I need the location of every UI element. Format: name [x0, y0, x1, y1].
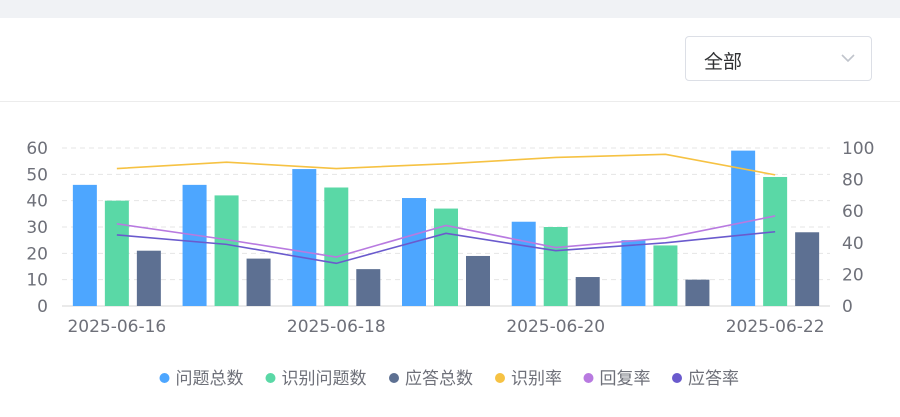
legend-marker — [159, 373, 170, 383]
bar — [324, 187, 349, 306]
legend-label: 应答率 — [688, 369, 739, 389]
y-left-tick-label: 20 — [26, 244, 48, 264]
x-tick-label: 2025-06-22 — [726, 317, 825, 337]
bar — [104, 200, 129, 306]
bar — [731, 150, 756, 306]
bar — [402, 198, 426, 306]
bar — [182, 184, 207, 306]
chart-card: 全部 0 10 20 30 40 50 60 0 20 40 60 80 100 2025-06-16 20… — [0, 18, 900, 417]
bar — [246, 258, 271, 306]
bar — [214, 195, 239, 306]
bar — [543, 227, 568, 306]
y-left-tick-label: 50 — [26, 165, 48, 185]
y-left-tick-label: 0 — [37, 297, 48, 317]
y-right-tick-label: 80 — [842, 171, 864, 191]
legend-label: 问题总数 — [176, 369, 244, 389]
x-tick-label: 2025-06-20 — [506, 317, 605, 337]
bar — [511, 221, 536, 306]
y-right-tick-label: 60 — [842, 202, 864, 222]
bar — [685, 279, 710, 306]
legend-label: 识别问题数 — [282, 369, 367, 389]
y-right-tick-label: 20 — [842, 265, 864, 285]
legend-marker — [495, 373, 505, 383]
card-header: 全部 — [0, 18, 900, 102]
bar — [292, 169, 317, 306]
y-right-tick-label: 100 — [842, 139, 874, 159]
x-tick-label: 2025-06-18 — [287, 317, 386, 337]
legend-marker — [583, 373, 594, 383]
legend-label: 应答总数 — [405, 369, 473, 389]
range-select-value: 全部 — [704, 51, 743, 73]
legend-marker — [389, 373, 399, 383]
bar — [136, 250, 161, 306]
y-left-tick-label: 30 — [26, 218, 48, 238]
bar — [763, 176, 788, 306]
chevron-down-icon — [841, 54, 855, 63]
bar — [434, 208, 458, 306]
bar — [795, 232, 820, 306]
bar — [466, 255, 490, 306]
y-left-tick-label: 40 — [26, 192, 48, 212]
x-tick-label: 2025-06-16 — [67, 317, 166, 337]
legend-label: 回复率 — [600, 369, 651, 389]
y-left-tick-label: 60 — [26, 139, 48, 159]
range-select[interactable]: 全部 — [685, 36, 872, 81]
combo-chart: 0 10 20 30 40 50 60 0 20 40 60 80 100 2025-06-16 2025-… — [26, 139, 874, 389]
y-right-tick-label: 40 — [842, 234, 864, 254]
series-line — [116, 215, 776, 258]
legend-marker — [265, 373, 276, 383]
y-right-tick-label: 0 — [842, 297, 853, 317]
bar — [72, 184, 97, 306]
series-line — [116, 230, 776, 265]
bar — [653, 245, 678, 306]
y-left-tick-label: 10 — [26, 271, 48, 291]
bar — [356, 269, 381, 306]
legend-marker — [672, 373, 682, 383]
bar — [575, 277, 600, 306]
bar — [621, 240, 646, 306]
series-line — [116, 153, 776, 176]
legend-label: 识别率 — [511, 369, 562, 389]
